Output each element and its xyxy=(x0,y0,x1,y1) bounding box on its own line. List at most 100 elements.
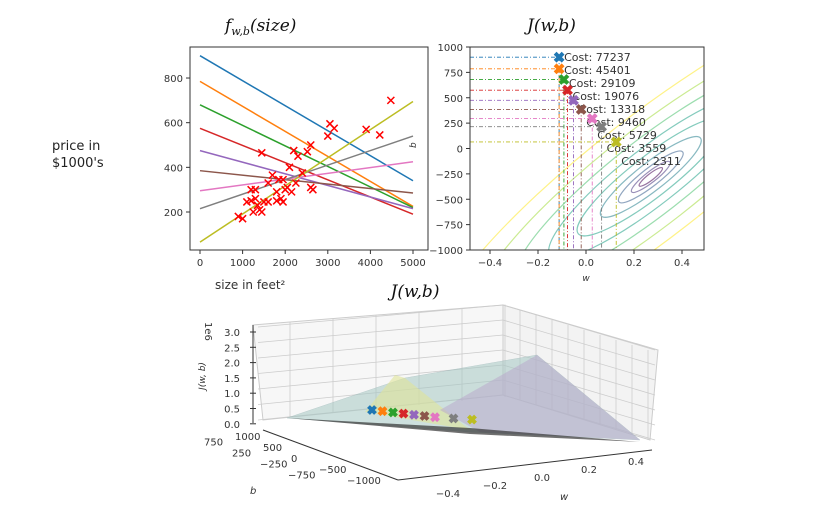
data-point xyxy=(291,178,300,188)
z-tick-label: 1.0 xyxy=(224,389,240,400)
y-tick-label: −1000 xyxy=(429,246,463,257)
y-tick-label: 500 xyxy=(444,94,463,105)
w-tick-label: 0.2 xyxy=(581,465,597,476)
data-point xyxy=(281,185,290,194)
contour-line xyxy=(599,135,702,218)
gradient-step-marker-3d xyxy=(398,408,409,419)
w-tick-label: 0.4 xyxy=(628,457,644,468)
data-point xyxy=(330,124,339,133)
data-point xyxy=(249,207,258,217)
contour-line xyxy=(470,47,704,250)
contour-line xyxy=(576,117,704,237)
cost-label: Cost: 5729 xyxy=(597,129,657,142)
data-point xyxy=(257,148,266,157)
y-tick-label: −500 xyxy=(436,195,463,206)
x-tick-label: −0.2 xyxy=(526,258,550,269)
data-point xyxy=(375,130,384,139)
b-tick-label: 500 xyxy=(263,443,282,454)
cost-label: Cost: 77237 xyxy=(564,51,631,64)
b-tick-label: −750 xyxy=(288,471,315,482)
z-tick-label: 0.5 xyxy=(224,405,240,416)
gradient-step-marker xyxy=(553,51,565,63)
x-tick-label: 1000 xyxy=(230,258,255,269)
model-line-5 xyxy=(199,169,414,194)
b-tick-label: −500 xyxy=(319,465,346,476)
contour-line xyxy=(548,94,704,250)
data-point xyxy=(234,212,243,221)
gradient-step-marker-3d xyxy=(409,409,419,420)
b-axis xyxy=(262,429,399,481)
data-point xyxy=(257,207,266,217)
y-tick-label: 200 xyxy=(164,208,183,219)
y-axis-label: price in $1000's xyxy=(52,139,104,171)
y-tick-label: −250 xyxy=(436,170,463,181)
data-point xyxy=(272,187,281,196)
gradient-step-marker-3d xyxy=(448,413,459,424)
cost-label: Cost: 19076 xyxy=(573,90,640,103)
contour-line xyxy=(630,160,671,194)
y-tick-label: 400 xyxy=(164,163,183,174)
z-axis-label: J(w, b) xyxy=(198,362,208,392)
data-point xyxy=(308,185,317,194)
data-point xyxy=(264,178,273,188)
data-point xyxy=(279,197,288,206)
plot1-frame xyxy=(189,46,429,251)
model-line-4 xyxy=(199,149,414,210)
contour-line xyxy=(514,67,704,250)
b-tick-label: 750 xyxy=(204,438,223,449)
data-point xyxy=(362,125,371,134)
data-point xyxy=(268,171,277,180)
gradient-step-marker xyxy=(610,136,622,148)
model-line-8 xyxy=(199,100,414,243)
w-axis xyxy=(397,449,653,481)
x-tick-label: 5000 xyxy=(400,258,425,269)
gradient-step-marker xyxy=(558,74,570,85)
gradient-step-marker xyxy=(575,104,587,115)
data-point xyxy=(323,132,332,141)
chart-title-2: J(w,b) xyxy=(524,16,576,36)
data-point xyxy=(279,175,288,184)
z-scale-label: 1e6 xyxy=(202,322,213,341)
b-tick-label: 1000 xyxy=(235,432,260,443)
gradient-step-marker-3d xyxy=(467,414,477,425)
x-tick-label: 0.0 xyxy=(578,258,594,269)
x-tick-label: −0.4 xyxy=(478,258,502,269)
w-tick-label: −0.4 xyxy=(436,489,460,500)
cost-surface-purple xyxy=(440,355,640,440)
gradient-step-marker-3d xyxy=(430,412,440,423)
w-tick-label: −0.2 xyxy=(483,481,507,492)
z-tick-label: 0.0 xyxy=(224,420,240,431)
y-tick-label: 0 xyxy=(457,145,463,156)
data-point xyxy=(264,197,273,206)
model-line-0 xyxy=(199,55,414,182)
w-tick-label: 0.0 xyxy=(534,473,550,484)
data-point xyxy=(289,146,298,155)
z-tick-label: 2.5 xyxy=(224,343,240,354)
y-tick-label: 800 xyxy=(164,74,183,85)
x-tick-label: 4000 xyxy=(358,258,383,269)
data-point xyxy=(238,214,247,223)
gradient-step-marker xyxy=(562,84,573,96)
model-line-6 xyxy=(199,161,414,192)
b-tick-label: −250 xyxy=(260,460,287,471)
gradient-step-marker-3d xyxy=(419,411,430,421)
y-axis-label: b xyxy=(409,142,419,148)
data-point xyxy=(272,196,281,205)
y-tick-label: 250 xyxy=(444,119,463,130)
gradient-step-marker-3d xyxy=(367,405,377,415)
data-point xyxy=(293,152,303,161)
data-point xyxy=(253,201,262,210)
z-tick-label: 2.0 xyxy=(224,359,240,370)
chart-title-3: J(w,b) xyxy=(388,282,440,302)
contour-line xyxy=(617,150,684,204)
data-point xyxy=(247,196,256,205)
y-tick-label: −750 xyxy=(436,221,463,232)
cost-label: Cost: 29109 xyxy=(569,77,636,90)
plot1-area xyxy=(199,55,414,243)
gradient-step-marker xyxy=(568,94,579,106)
x-tick-label: 0.4 xyxy=(674,258,690,269)
y-tick-label: 750 xyxy=(444,68,463,79)
data-point xyxy=(306,140,315,150)
data-point xyxy=(303,147,312,156)
